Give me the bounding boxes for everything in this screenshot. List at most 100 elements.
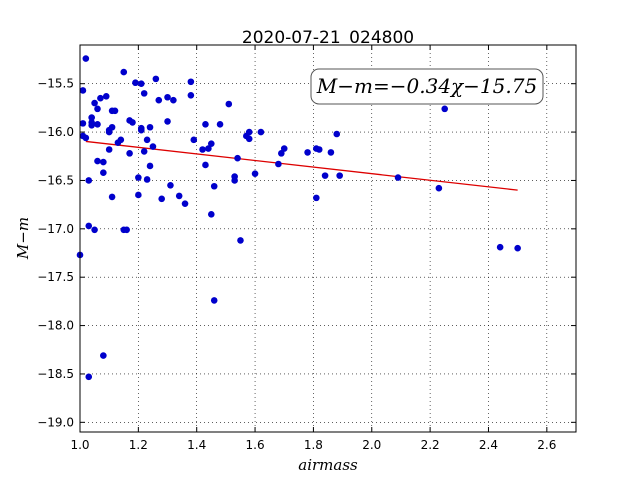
data-point [88, 114, 95, 121]
y-tick-label: −15.5 [37, 77, 74, 91]
data-point [97, 94, 104, 102]
y-tick-label: −16.0 [37, 125, 74, 139]
x-tick-label: 2.2 [421, 438, 440, 452]
fit-line-group [85, 140, 518, 191]
data-point [94, 157, 101, 165]
data-point [100, 158, 107, 166]
data-point [143, 136, 151, 144]
data-point [140, 90, 148, 97]
data-point [187, 78, 195, 86]
x-tick-label: 1.4 [187, 438, 206, 452]
data-point [207, 211, 215, 218]
data-point [207, 140, 215, 147]
data-point [108, 193, 116, 201]
data-point [315, 146, 323, 153]
data-point [164, 118, 171, 125]
data-point [181, 200, 189, 207]
plot-area [80, 45, 576, 432]
data-point [187, 92, 195, 99]
data-point [158, 195, 165, 203]
data-point [82, 55, 90, 62]
data-point [280, 145, 288, 152]
data-point [441, 105, 449, 113]
data-point [155, 96, 163, 104]
y-tick-label: −16.5 [37, 173, 74, 187]
data-point [146, 123, 154, 131]
data-point [435, 184, 443, 192]
data-point [135, 191, 142, 199]
data-point [123, 226, 130, 234]
data-point [140, 148, 148, 155]
data-point [143, 176, 151, 183]
data-point [231, 177, 238, 184]
data-point [108, 123, 116, 131]
annotation-box [310, 68, 544, 105]
x-tick-label: 1.8 [304, 438, 323, 452]
data-point [79, 87, 87, 94]
data-point [304, 149, 311, 156]
data-point [132, 79, 139, 87]
data-point [245, 128, 253, 136]
data-point [146, 162, 154, 170]
data-point [137, 126, 145, 134]
data-point [85, 222, 93, 230]
data-point [245, 135, 253, 143]
data-point [225, 100, 233, 108]
y-axis-ticks: −15.5 −16.0 −16.5 −17.0 −17.5 −18.0 −18.5 −19.0 [37, 77, 576, 429]
data-point [149, 143, 157, 150]
x-tick-label: 2.0 [362, 438, 381, 452]
data-point [102, 92, 110, 100]
data-point [251, 170, 259, 177]
data-point [496, 243, 504, 251]
data-point [202, 121, 209, 128]
data-point [336, 172, 343, 179]
data-point [170, 96, 177, 104]
fit-line [85, 140, 518, 191]
data-point [199, 146, 206, 153]
annotation-text: M−m=−0.34χ−15.75 [316, 74, 537, 98]
data-point [175, 192, 183, 200]
y-tick-label: −18.0 [37, 319, 74, 333]
data-point [88, 122, 95, 129]
data-point [120, 68, 128, 76]
data-point [82, 134, 90, 142]
x-axis-label: airmass [298, 456, 358, 474]
data-point [100, 169, 107, 177]
data-point [210, 297, 218, 304]
x-tick-label: 2.6 [537, 438, 556, 452]
grid [79, 45, 576, 432]
data-point [117, 136, 125, 144]
data-point [152, 75, 160, 83]
y-tick-label: −18.5 [37, 367, 74, 381]
data-point [514, 244, 521, 252]
x-tick-label: 2.4 [479, 438, 498, 452]
data-point [94, 121, 101, 128]
data-point [85, 373, 93, 381]
x-tick-label: 1.2 [129, 438, 148, 452]
data-point [126, 150, 133, 157]
data-point [94, 105, 101, 113]
data-point [129, 119, 136, 126]
data-point [167, 181, 174, 189]
x-axis-ticks: 1.0 1.2 1.4 1.6 1.8 2.0 2.2 2.4 2.6 [70, 45, 556, 452]
data-point [105, 146, 113, 153]
x-tick-label: 1.6 [246, 438, 265, 452]
data-point [205, 145, 212, 152]
y-tick-label: −17.0 [37, 222, 74, 236]
fit-annotation: M−m=−0.34χ−15.75 [310, 68, 544, 105]
data-point [278, 150, 285, 157]
data-point [100, 352, 107, 359]
data-point [237, 237, 244, 244]
data-point [91, 99, 98, 107]
data-point [321, 172, 329, 179]
data-point [313, 194, 320, 202]
data-point [202, 161, 209, 169]
data-point [210, 182, 218, 190]
data-point [135, 174, 142, 181]
data-point [275, 160, 282, 168]
data-point [137, 80, 145, 87]
data-point [164, 93, 171, 101]
data-point [216, 121, 224, 128]
data-point [85, 177, 93, 184]
